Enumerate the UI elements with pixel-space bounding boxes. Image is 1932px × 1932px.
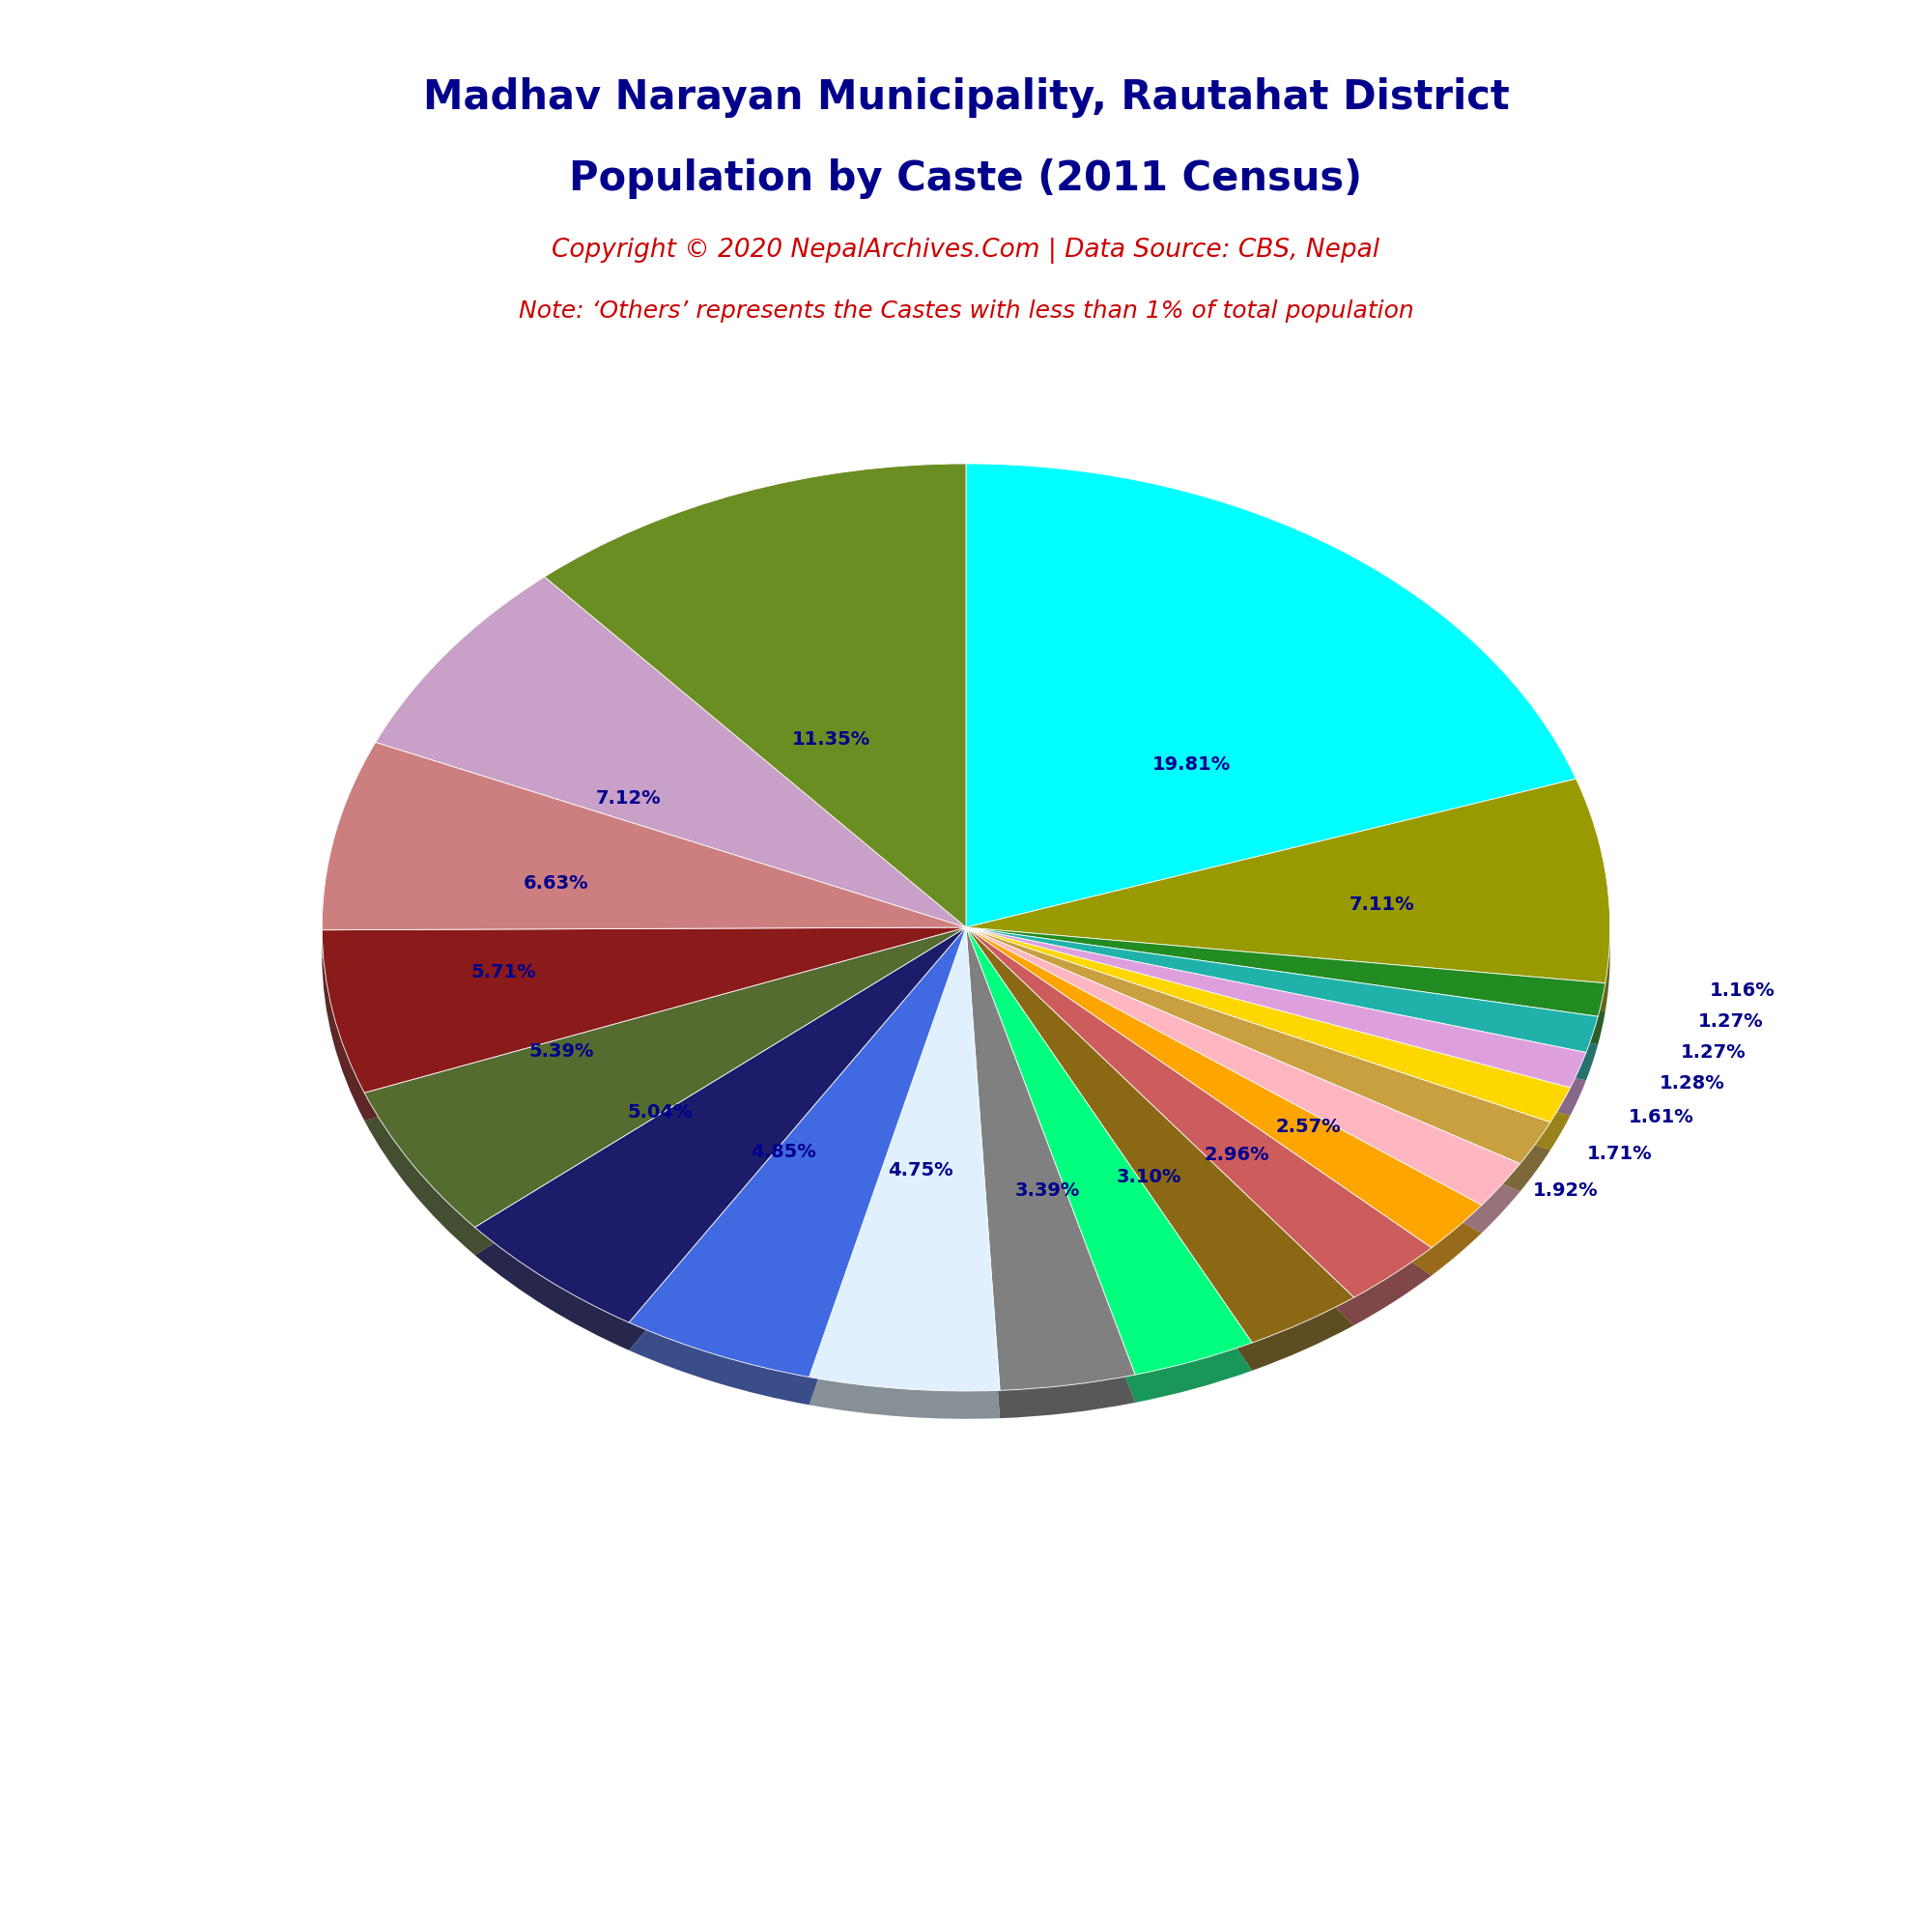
Wedge shape xyxy=(966,808,1609,1010)
Text: 5.71%: 5.71% xyxy=(471,962,537,981)
Wedge shape xyxy=(323,742,966,929)
Wedge shape xyxy=(966,927,1586,1088)
Text: 4.75%: 4.75% xyxy=(889,1161,952,1179)
Text: Population by Caste (2011 Census): Population by Caste (2011 Census) xyxy=(570,158,1362,199)
Wedge shape xyxy=(966,954,1432,1325)
Wedge shape xyxy=(966,927,1136,1391)
Wedge shape xyxy=(966,491,1577,954)
Text: Note: ‘Others’ represents the Castes with less than 1% of total population: Note: ‘Others’ represents the Castes wit… xyxy=(518,299,1414,323)
Text: 3.39%: 3.39% xyxy=(1014,1182,1080,1200)
Wedge shape xyxy=(966,927,1252,1376)
Wedge shape xyxy=(966,927,1605,1016)
Wedge shape xyxy=(365,927,966,1227)
Wedge shape xyxy=(630,927,966,1378)
Wedge shape xyxy=(966,927,1432,1298)
Wedge shape xyxy=(323,927,966,1094)
Text: 1.71%: 1.71% xyxy=(1586,1144,1652,1163)
Wedge shape xyxy=(966,927,1136,1391)
Text: 6.63%: 6.63% xyxy=(524,875,589,893)
Text: 7.11%: 7.11% xyxy=(1350,896,1414,914)
Text: 3.10%: 3.10% xyxy=(1117,1167,1182,1186)
Wedge shape xyxy=(966,954,1136,1418)
Wedge shape xyxy=(475,927,966,1323)
Text: 5.39%: 5.39% xyxy=(529,1041,593,1061)
Wedge shape xyxy=(966,927,1520,1206)
Wedge shape xyxy=(323,927,966,1094)
Wedge shape xyxy=(545,464,966,927)
Wedge shape xyxy=(966,954,1520,1233)
Wedge shape xyxy=(966,927,1598,1053)
Wedge shape xyxy=(966,927,1586,1088)
Wedge shape xyxy=(966,927,1571,1122)
Wedge shape xyxy=(810,927,1001,1391)
Wedge shape xyxy=(966,779,1609,983)
Wedge shape xyxy=(630,954,966,1405)
Wedge shape xyxy=(966,954,1598,1080)
Text: 7.12%: 7.12% xyxy=(597,790,661,808)
Text: 1.28%: 1.28% xyxy=(1660,1074,1725,1094)
Wedge shape xyxy=(966,927,1354,1343)
Text: 1.61%: 1.61% xyxy=(1629,1107,1694,1126)
Wedge shape xyxy=(966,927,1598,1053)
Wedge shape xyxy=(966,927,1482,1248)
Wedge shape xyxy=(966,927,1549,1163)
Text: Madhav Narayan Municipality, Rautahat District: Madhav Narayan Municipality, Rautahat Di… xyxy=(423,77,1509,118)
Wedge shape xyxy=(966,927,1354,1343)
Wedge shape xyxy=(966,954,1586,1115)
Wedge shape xyxy=(323,771,966,958)
Wedge shape xyxy=(966,954,1252,1403)
Text: 1.92%: 1.92% xyxy=(1532,1180,1598,1200)
Wedge shape xyxy=(966,927,1549,1163)
Wedge shape xyxy=(966,954,1571,1150)
Wedge shape xyxy=(966,927,1482,1248)
Text: 1.27%: 1.27% xyxy=(1681,1043,1747,1063)
Wedge shape xyxy=(966,927,1605,1016)
Wedge shape xyxy=(966,927,1520,1206)
Wedge shape xyxy=(630,927,966,1378)
Wedge shape xyxy=(365,927,966,1227)
Text: 1.27%: 1.27% xyxy=(1698,1012,1764,1030)
Wedge shape xyxy=(545,464,966,927)
Wedge shape xyxy=(966,927,1252,1376)
Text: 19.81%: 19.81% xyxy=(1151,755,1231,775)
Wedge shape xyxy=(375,578,966,927)
Text: 11.35%: 11.35% xyxy=(792,730,869,750)
Text: 5.04%: 5.04% xyxy=(628,1103,692,1121)
Wedge shape xyxy=(365,954,966,1256)
Wedge shape xyxy=(475,927,966,1323)
Wedge shape xyxy=(966,927,1571,1122)
Text: 1.16%: 1.16% xyxy=(1710,981,1776,1001)
Text: 4.85%: 4.85% xyxy=(752,1144,817,1161)
Wedge shape xyxy=(323,742,966,929)
Wedge shape xyxy=(323,954,966,1121)
Wedge shape xyxy=(966,927,1432,1298)
Wedge shape xyxy=(475,954,966,1350)
Wedge shape xyxy=(810,954,1001,1418)
Wedge shape xyxy=(966,954,1482,1275)
Wedge shape xyxy=(966,779,1609,983)
Wedge shape xyxy=(545,491,966,954)
Wedge shape xyxy=(966,954,1354,1370)
Wedge shape xyxy=(375,578,966,927)
Wedge shape xyxy=(810,927,1001,1391)
Wedge shape xyxy=(375,605,966,954)
Text: Copyright © 2020 NepalArchives.Com | Data Source: CBS, Nepal: Copyright © 2020 NepalArchives.Com | Dat… xyxy=(553,238,1379,263)
Wedge shape xyxy=(966,954,1605,1045)
Wedge shape xyxy=(966,954,1549,1192)
Wedge shape xyxy=(966,464,1577,927)
Text: 2.96%: 2.96% xyxy=(1204,1146,1269,1163)
Text: 2.57%: 2.57% xyxy=(1275,1119,1341,1136)
Wedge shape xyxy=(966,464,1577,927)
